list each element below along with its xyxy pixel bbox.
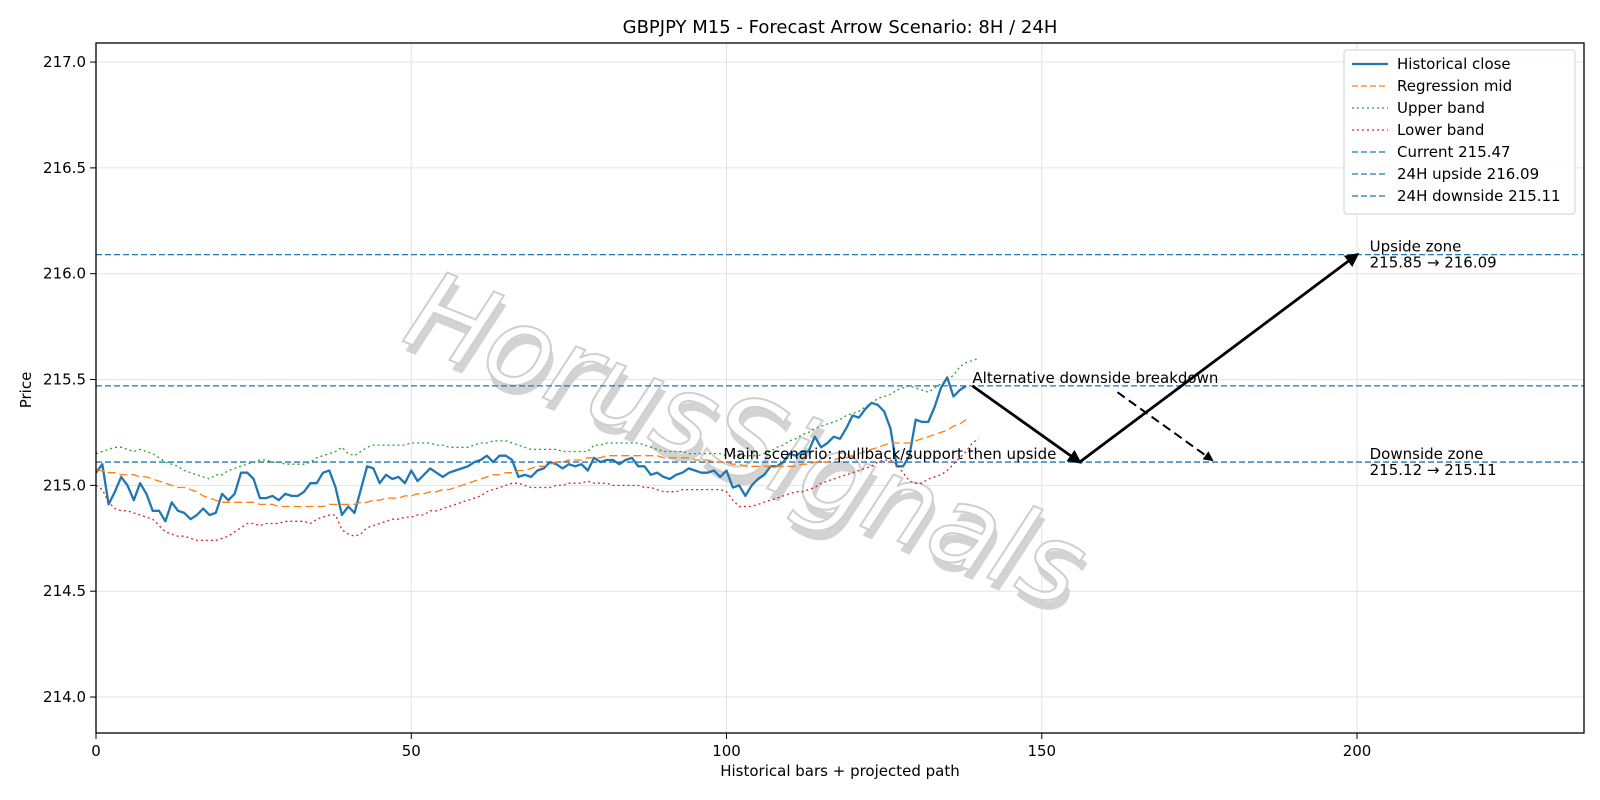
- legend-entry: Upper band: [1397, 99, 1485, 117]
- zone-annotation-line: Downside zone: [1370, 445, 1484, 463]
- grid: [95, 43, 1584, 733]
- x-tick-label: 50: [402, 742, 421, 760]
- legend-box: [1343, 49, 1576, 215]
- zone-annotation-line: 215.12 → 215.11: [1370, 461, 1497, 479]
- y-axis-ticks: 214.0 214.5 215.0 215.5 216.0 216.5 217.0: [43, 53, 96, 706]
- x-tick-label: 0: [91, 742, 101, 760]
- y-tick-label: 214.0: [43, 688, 86, 706]
- x-tick-label: 200: [1343, 742, 1372, 760]
- y-tick-label: 216.5: [43, 159, 86, 177]
- y-tick-label: 217.0: [43, 53, 86, 71]
- y-tick-label: 214.5: [43, 582, 86, 600]
- x-tick-label: 100: [712, 742, 741, 760]
- series-line-upper-band: [96, 357, 979, 480]
- horizontal-levels: [96, 254, 1584, 463]
- x-axis-label: Historical bars + projected path: [720, 762, 960, 780]
- legend-entry: Historical close: [1397, 55, 1511, 73]
- series-line-lower-band: [96, 438, 980, 542]
- annotations: Alternative downside breakdown Main scena…: [723, 238, 1496, 479]
- arrow-main-upside: [1078, 252, 1360, 464]
- arrow-alternative-downside: [1116, 391, 1214, 462]
- legend-entry: Current 215.47: [1397, 143, 1511, 161]
- y-tick-label: 215.0: [43, 476, 86, 494]
- y-tick-label: 215.5: [43, 371, 86, 389]
- x-axis-ticks: 0 50 100 150 200: [91, 733, 1371, 760]
- y-axis-label: Price: [17, 372, 35, 409]
- legend-entry: 24H upside 216.09: [1397, 165, 1539, 183]
- arrow-main-pullback: [971, 384, 1082, 464]
- scenario-arrows: [971, 252, 1360, 464]
- annotation-text: Main scenario: pullback/support then ups…: [723, 445, 1056, 463]
- chart-title: GBPJPY M15 - Forecast Arrow Scenario: 8H…: [623, 17, 1058, 38]
- zone-annotation-line: Upside zone: [1370, 238, 1462, 256]
- annotation-text: Alternative downside breakdown: [972, 369, 1218, 387]
- y-tick-label: 216.0: [43, 265, 86, 283]
- plot-frame: [95, 42, 1585, 734]
- legend: Historical close Regression mid Upper band…: [1343, 49, 1576, 215]
- legend-entry: Lower band: [1397, 121, 1484, 139]
- zone-annotation-line: 215.85 → 216.09: [1370, 254, 1497, 272]
- series-lines: [96, 357, 980, 542]
- series-line-regression-mid: [96, 419, 967, 508]
- series-line-historical-close: [96, 376, 967, 523]
- legend-entry: 24H downside 215.11: [1397, 187, 1561, 205]
- x-tick-label: 150: [1027, 742, 1056, 760]
- legend-entry: Regression mid: [1397, 77, 1512, 95]
